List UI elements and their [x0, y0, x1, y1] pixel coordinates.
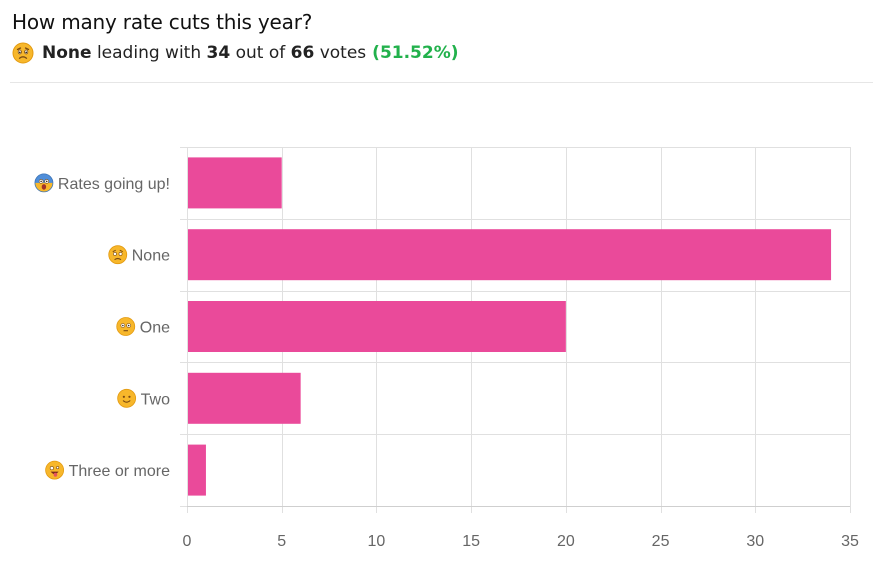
zany-face-icon: [45, 460, 65, 480]
smiling-face-icon: [117, 388, 137, 408]
x-tick-label: 15: [462, 533, 480, 550]
out-of-text: out of: [235, 43, 286, 63]
x-tick-label: 25: [652, 533, 670, 550]
leader-percent: (51.52%): [372, 43, 459, 63]
poll-header: How many rate cuts this year? None leadi…: [12, 10, 873, 64]
category-label: One: [140, 320, 170, 337]
poll-title: How many rate cuts this year?: [12, 10, 313, 34]
x-tick-label: 35: [841, 533, 859, 550]
total-votes: 66: [290, 43, 315, 63]
leader-option: None: [42, 43, 92, 63]
bar: [188, 444, 206, 496]
x-tick-label: 20: [557, 533, 575, 550]
bar: [188, 157, 282, 209]
screaming-face-icon: [34, 173, 54, 193]
category-label: Three or more: [69, 463, 170, 480]
x-tick-label: 30: [746, 533, 764, 550]
flushed-face-icon: [116, 317, 136, 336]
x-tick-label: 5: [277, 533, 286, 550]
bar: [188, 301, 566, 352]
category-label: None: [132, 248, 170, 265]
leading-with-text: leading with: [96, 43, 202, 63]
x-tick-label: 10: [368, 533, 386, 550]
worried-face-icon: [12, 42, 34, 64]
bar: [188, 372, 301, 424]
votes-text: votes: [319, 43, 367, 63]
category-label: Two: [141, 391, 170, 408]
x-tick-label: 0: [183, 533, 192, 550]
header-divider: [10, 82, 873, 83]
worried-face-icon: [108, 245, 128, 265]
category-label: Rates going up!: [58, 176, 170, 193]
bar: [188, 229, 832, 281]
poll-summary: None leading with 34 out of 66 votes (51.…: [12, 42, 873, 64]
leader-votes: 34: [206, 43, 231, 63]
